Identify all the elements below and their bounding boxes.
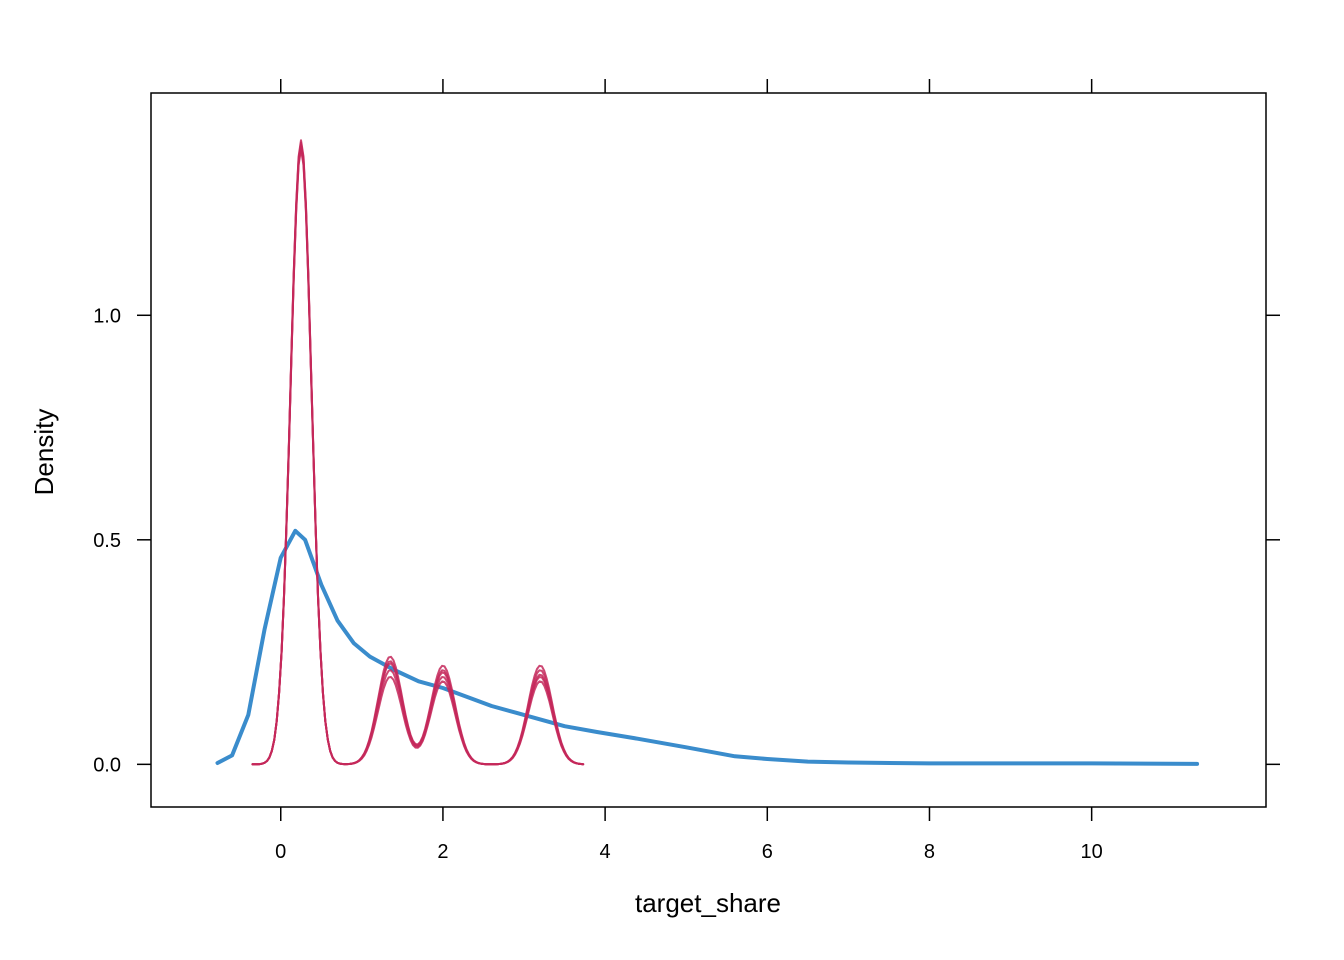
plot-frame <box>150 92 1267 808</box>
x-tick-label: 2 <box>437 841 448 863</box>
x-tick-label: 4 <box>600 841 611 863</box>
x-tick-label: 10 <box>1081 841 1103 863</box>
imputed-density-line <box>251 141 585 766</box>
tick-labels: 0 2 4 6 8 10 0.0 0.5 1.0 <box>93 305 1103 863</box>
imputed-density-line <box>251 139 585 766</box>
imputed-density-line <box>251 145 585 766</box>
imputed-density-line <box>251 143 585 766</box>
x-tick-label: 6 <box>762 841 773 863</box>
y-axis-label: Density <box>29 409 59 496</box>
imputed-density-line <box>251 148 585 766</box>
y-tick-label: 1.0 <box>93 305 121 327</box>
axis-ticks <box>137 79 1280 821</box>
y-tick-label: 0.5 <box>93 530 121 552</box>
series-layer <box>215 139 1200 766</box>
observed-density-line <box>215 528 1200 766</box>
x-axis-label: target_share <box>635 888 781 918</box>
x-tick-label: 0 <box>275 841 286 863</box>
y-tick-label: 0.0 <box>93 754 121 776</box>
x-tick-label: 8 <box>924 841 935 863</box>
